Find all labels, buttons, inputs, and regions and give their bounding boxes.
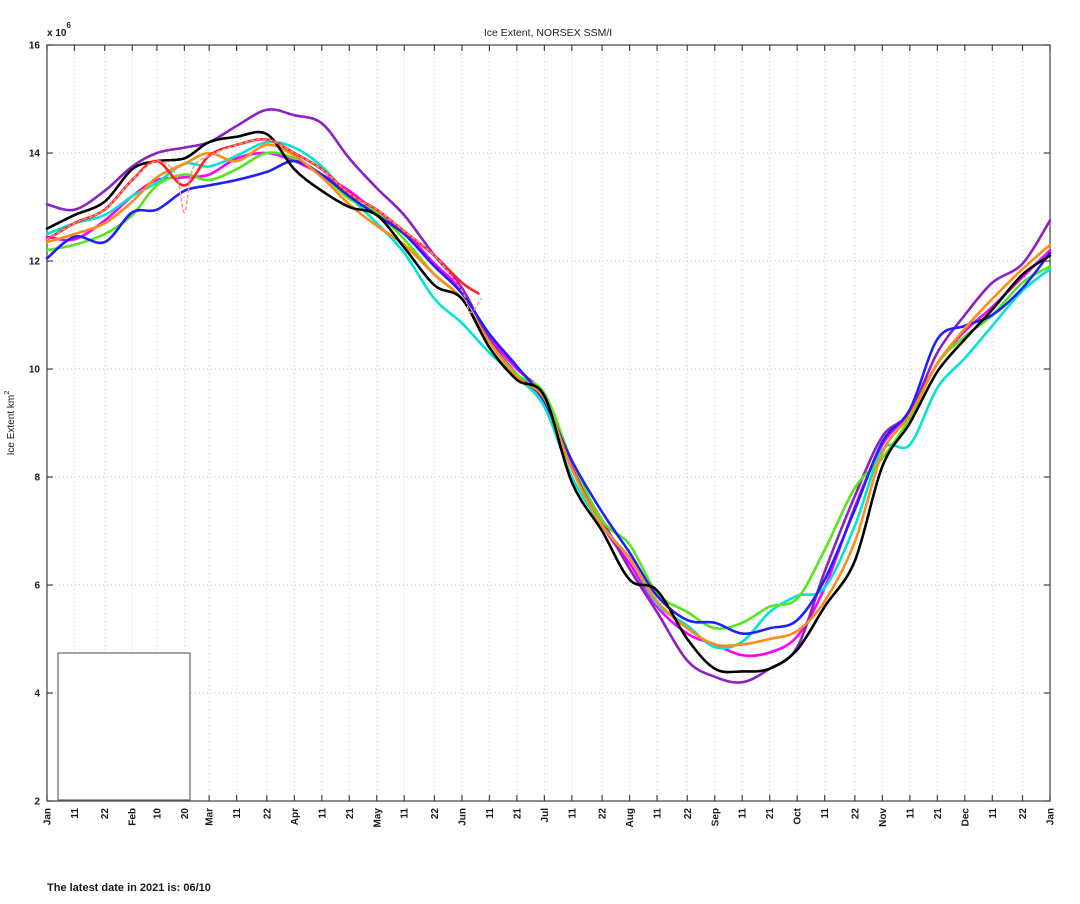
svg-text:22: 22: [1018, 808, 1029, 820]
svg-text:Mar: Mar: [205, 808, 216, 826]
series-line-2017: [45, 151, 1052, 630]
svg-text:11: 11: [400, 808, 411, 819]
svg-text:10: 10: [29, 365, 41, 376]
svg-text:Jun: Jun: [457, 808, 468, 826]
svg-text:10: 10: [152, 808, 163, 820]
svg-text:22: 22: [100, 808, 111, 820]
series-line-2019: [45, 143, 1052, 648]
svg-text:11: 11: [70, 808, 81, 819]
y-axis-label: Ice Extent km2: [2, 391, 17, 456]
svg-text:Nov: Nov: [878, 808, 889, 827]
svg-text:22: 22: [683, 808, 694, 820]
series-line-2020: [45, 130, 1052, 674]
svg-text:Jan: Jan: [43, 808, 54, 825]
svg-text:4: 4: [34, 689, 40, 700]
series-line-2016: [45, 140, 1052, 650]
svg-text:20: 20: [180, 808, 191, 820]
svg-text:Aug: Aug: [625, 808, 636, 827]
svg-text:8: 8: [34, 473, 40, 484]
svg-text:21: 21: [345, 808, 356, 820]
svg-text:Apr: Apr: [290, 808, 301, 825]
svg-text:Sep: Sep: [710, 808, 721, 826]
svg-text:22: 22: [598, 808, 609, 820]
latest-date-note: The latest date in 2021 is: 06/10: [47, 882, 211, 894]
svg-text:11: 11: [232, 808, 243, 819]
svg-text:Jan: Jan: [1046, 808, 1057, 825]
svg-text:22: 22: [850, 808, 861, 820]
svg-text:11: 11: [317, 808, 328, 819]
svg-text:May: May: [372, 808, 383, 828]
svg-text:11: 11: [905, 808, 916, 819]
x-tick-labels: Jan 11 22 Feb 10 20 Mar 11 22 Apr 11 21 May 11 22 Jun 11…: [43, 807, 1057, 827]
y-axis-multiplier: x 106: [47, 21, 71, 39]
y-tick-labels: 16 14 12 10 8 6 4 2: [29, 41, 41, 808]
chart-title: Ice Extent, NORSEX SSM/I: [484, 27, 612, 39]
tick-marks: [46, 44, 1051, 802]
svg-text:11: 11: [567, 808, 578, 819]
svg-text:6: 6: [34, 581, 40, 592]
series-line-2012: [45, 108, 1052, 684]
svg-text:2: 2: [34, 797, 40, 808]
svg-text:12: 12: [29, 257, 41, 268]
svg-text:11: 11: [738, 808, 749, 819]
svg-text:14: 14: [29, 149, 41, 160]
svg-text:16: 16: [29, 41, 41, 52]
svg-text:21: 21: [933, 808, 944, 820]
svg-text:21: 21: [512, 808, 523, 820]
svg-text:Jul: Jul: [540, 808, 551, 823]
series-line-2018: [45, 159, 1052, 636]
svg-text:Feb: Feb: [128, 808, 139, 826]
svg-text:22: 22: [430, 808, 441, 820]
svg-text:22: 22: [262, 808, 273, 820]
svg-text:11: 11: [820, 808, 831, 819]
series-lines: [45, 108, 1052, 684]
svg-text:11: 11: [988, 808, 999, 819]
svg-text:11: 11: [653, 808, 664, 819]
axes-box: [46, 44, 1051, 802]
svg-text:11: 11: [485, 808, 496, 819]
svg-text:Dec: Dec: [960, 808, 971, 827]
legend-box: [57, 652, 191, 801]
series-line-unfiltered-2021: [46, 138, 482, 314]
svg-text:21: 21: [765, 808, 776, 820]
svg-text:Oct: Oct: [793, 807, 804, 824]
